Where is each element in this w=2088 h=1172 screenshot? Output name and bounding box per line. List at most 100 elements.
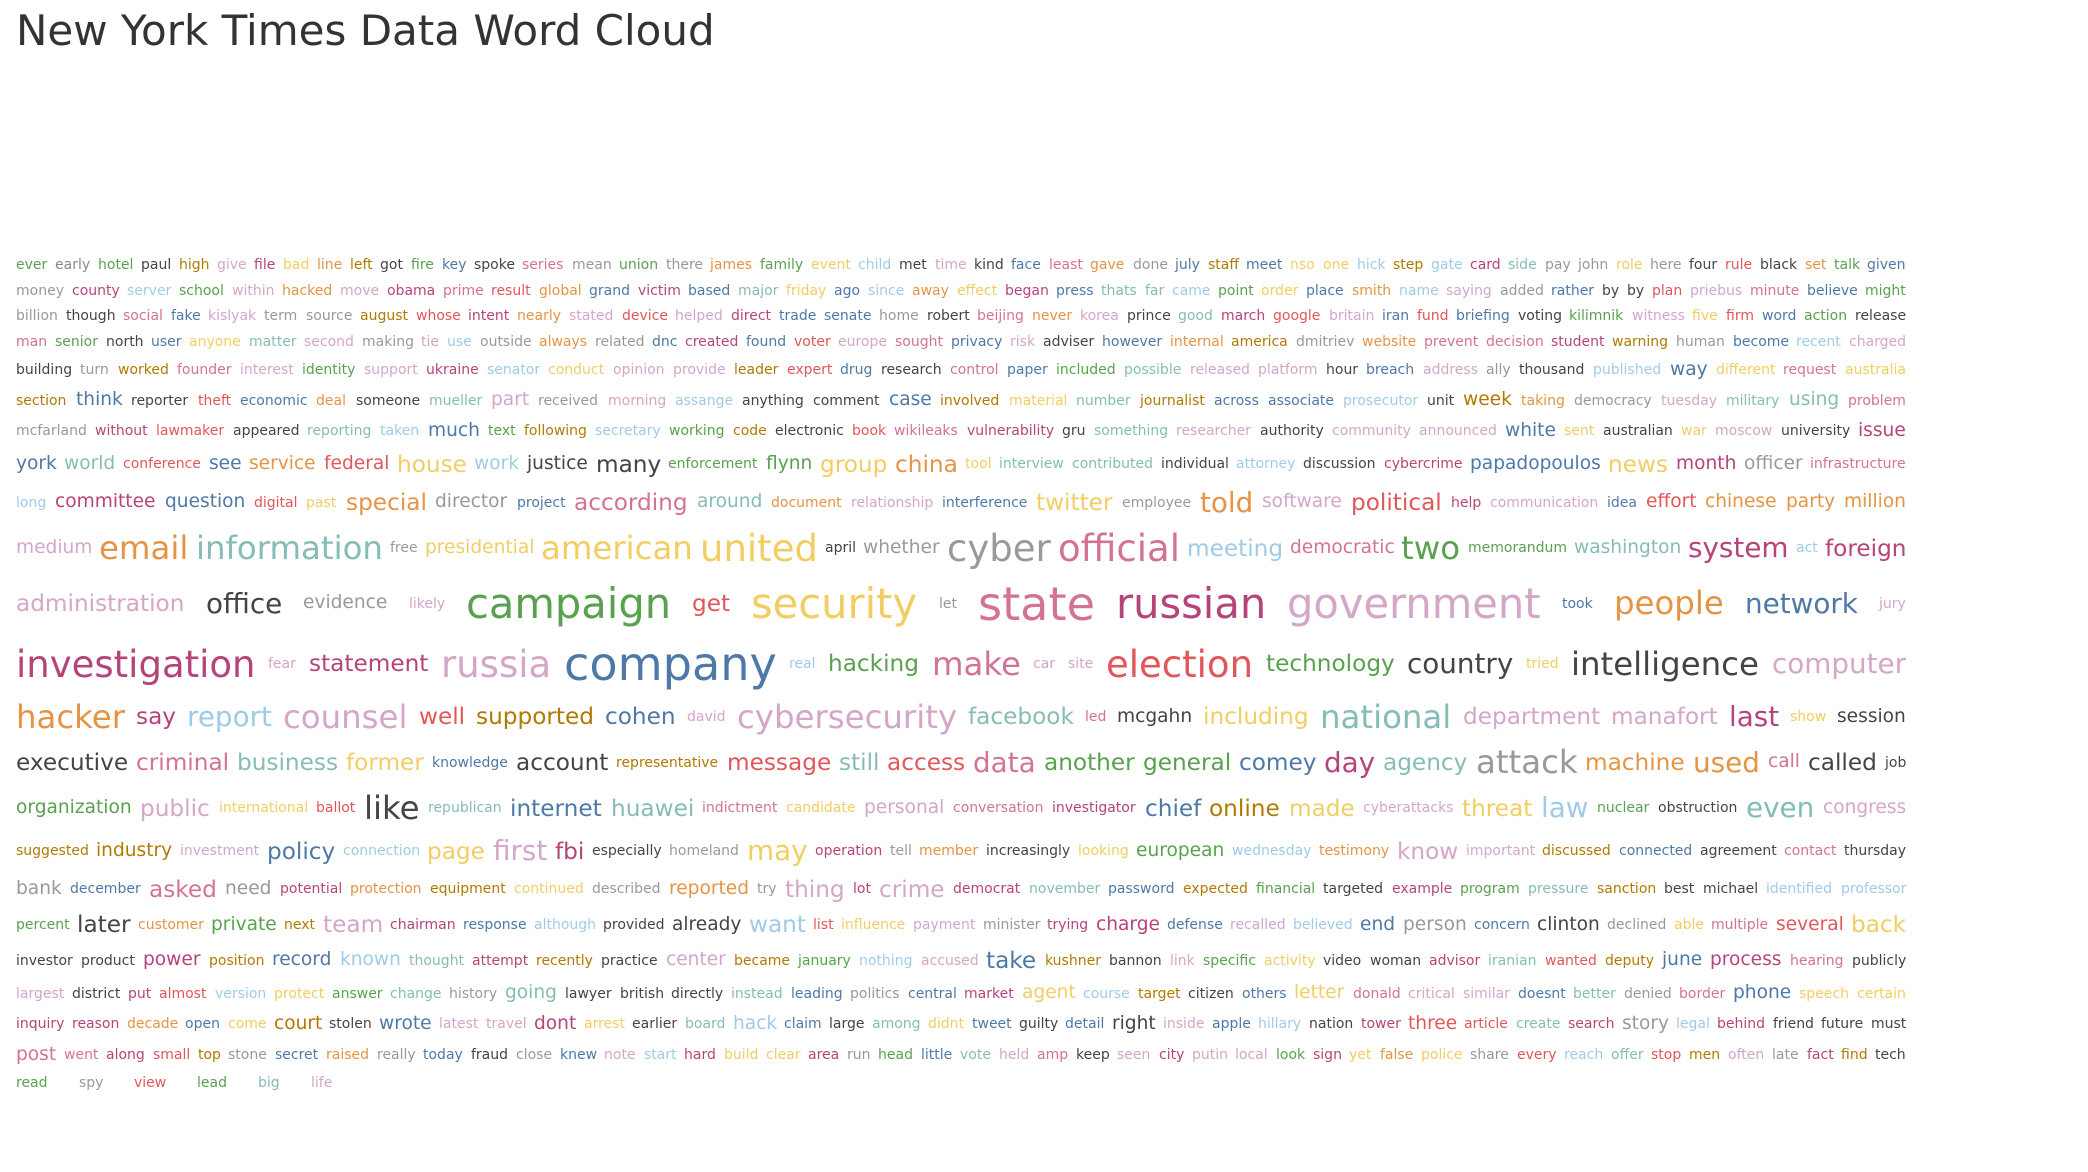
word-cloud-word: last	[1729, 700, 1780, 733]
word-cloud-word: friday	[786, 283, 827, 299]
word-cloud-word: family	[760, 257, 804, 273]
word-cloud-word: hearing	[1790, 953, 1844, 969]
word-cloud-word: answer	[332, 986, 383, 1002]
word-cloud-word: military	[1726, 393, 1780, 409]
word-cloud-word: sign	[1313, 1047, 1342, 1063]
word-cloud-word: process	[1710, 949, 1782, 970]
word-cloud-word: directly	[671, 986, 724, 1002]
word-cloud-word: point	[1218, 283, 1254, 299]
word-cloud-word: nuclear	[1597, 800, 1650, 816]
word-cloud-word: citizen	[1188, 986, 1234, 1002]
word-cloud-word: fbi	[555, 838, 585, 865]
word-cloud-word: hick	[1357, 257, 1386, 273]
word-cloud-word: local	[1235, 1047, 1268, 1063]
word-cloud-word: city	[1159, 1047, 1185, 1063]
word-cloud-word: along	[106, 1047, 145, 1063]
word-cloud-word: targeted	[1323, 881, 1384, 897]
word-cloud-word: influence	[841, 917, 906, 933]
word-cloud-word: organization	[16, 797, 132, 818]
word-cloud-word: dnc	[652, 334, 678, 350]
word-cloud-word: conversation	[953, 800, 1044, 816]
word-cloud-word: message	[727, 749, 832, 776]
word-cloud-word: long	[16, 495, 47, 511]
word-cloud-word: company	[564, 637, 777, 691]
word-cloud-word: given	[1867, 257, 1906, 273]
word-cloud-word: british	[620, 986, 665, 1002]
word-cloud-word: grand	[589, 283, 630, 299]
word-cloud-word: iranian	[1488, 953, 1537, 969]
word-cloud-word: criminal	[136, 749, 230, 776]
word-cloud-word: search	[1568, 1016, 1615, 1032]
word-cloud-word: meet	[1246, 257, 1283, 273]
word-cloud-word: central	[908, 986, 957, 1002]
word-cloud-word: become	[1733, 334, 1790, 350]
word-cloud-word: pressure	[1528, 881, 1589, 897]
word-cloud-word: kislyak	[208, 308, 257, 324]
word-cloud-word: result	[491, 283, 531, 299]
word-cloud-word: multiple	[1711, 917, 1769, 933]
word-cloud-word: product	[81, 953, 135, 969]
word-cloud-word: michael	[1703, 881, 1759, 897]
word-cloud-word: server	[127, 283, 172, 299]
word-cloud-word: making	[362, 334, 414, 350]
word-cloud-word: deputy	[1605, 953, 1655, 969]
word-cloud-word: here	[1650, 257, 1682, 273]
word-cloud-word: never	[1032, 308, 1073, 324]
word-cloud-word: publicly	[1852, 953, 1907, 969]
word-cloud-word: gave	[1090, 257, 1125, 273]
word-cloud-word: charge	[1096, 914, 1160, 935]
word-cloud-word: group	[820, 451, 888, 478]
word-cloud-word: assange	[675, 393, 734, 409]
word-cloud-word: latest	[439, 1016, 479, 1032]
word-cloud-word: response	[463, 917, 527, 933]
word-cloud-word: two	[1401, 529, 1461, 567]
word-cloud-word: give	[217, 257, 247, 273]
word-cloud-word: hour	[1326, 362, 1359, 378]
word-cloud-word: end	[1360, 914, 1396, 935]
word-cloud-word: book	[852, 423, 887, 439]
word-cloud-word: may	[747, 834, 808, 867]
word-cloud-word: hacking	[828, 650, 919, 677]
word-cloud-word: service	[249, 453, 316, 474]
word-cloud-word: fraud	[471, 1047, 509, 1063]
word-cloud-word: car	[1033, 656, 1056, 672]
word-cloud-word: interest	[240, 362, 294, 378]
word-cloud-word: help	[1451, 495, 1482, 511]
word-cloud-word: device	[622, 308, 668, 324]
word-cloud-word: nearly	[517, 308, 561, 324]
word-cloud-word: threat	[1462, 795, 1533, 822]
word-cloud-word: contact	[1784, 843, 1837, 859]
word-cloud-word: possible	[1124, 362, 1182, 378]
word-cloud-word: day	[1324, 746, 1376, 779]
word-cloud-word: code	[733, 423, 767, 439]
word-cloud-word: country	[1407, 647, 1514, 680]
word-cloud-word: right	[1112, 1013, 1156, 1034]
word-cloud-word: vote	[960, 1047, 991, 1063]
word-cloud-word: think	[76, 389, 123, 410]
word-cloud-word: knowledge	[432, 755, 508, 771]
word-cloud-word: provide	[673, 362, 726, 378]
word-cloud-word: received	[538, 393, 599, 409]
word-cloud-word: month	[1676, 453, 1737, 474]
word-cloud-word: thursday	[1844, 843, 1907, 859]
word-cloud-word: federal	[324, 453, 390, 474]
word-cloud-word: black	[1760, 257, 1798, 273]
word-cloud-word: big	[258, 1075, 280, 1091]
word-cloud-word: pay	[1545, 257, 1571, 273]
word-cloud-word: voter	[794, 334, 831, 350]
word-cloud-word: statement	[309, 650, 429, 677]
word-cloud-word: take	[986, 947, 1037, 974]
word-cloud-word: department	[1463, 703, 1601, 730]
word-cloud-word: thought	[409, 953, 465, 969]
word-cloud-word: thing	[785, 876, 845, 903]
word-cloud-word: thats	[1101, 283, 1137, 299]
word-cloud-word: professor	[1841, 881, 1907, 897]
word-cloud-word: history	[449, 986, 498, 1002]
word-cloud-word: data	[973, 746, 1036, 779]
word-cloud-word: connected	[1619, 843, 1693, 859]
word-cloud-word: reported	[669, 878, 750, 899]
word-cloud-word: committee	[55, 491, 156, 512]
word-cloud-word: woman	[1370, 953, 1422, 969]
word-cloud-word: national	[1320, 698, 1452, 736]
